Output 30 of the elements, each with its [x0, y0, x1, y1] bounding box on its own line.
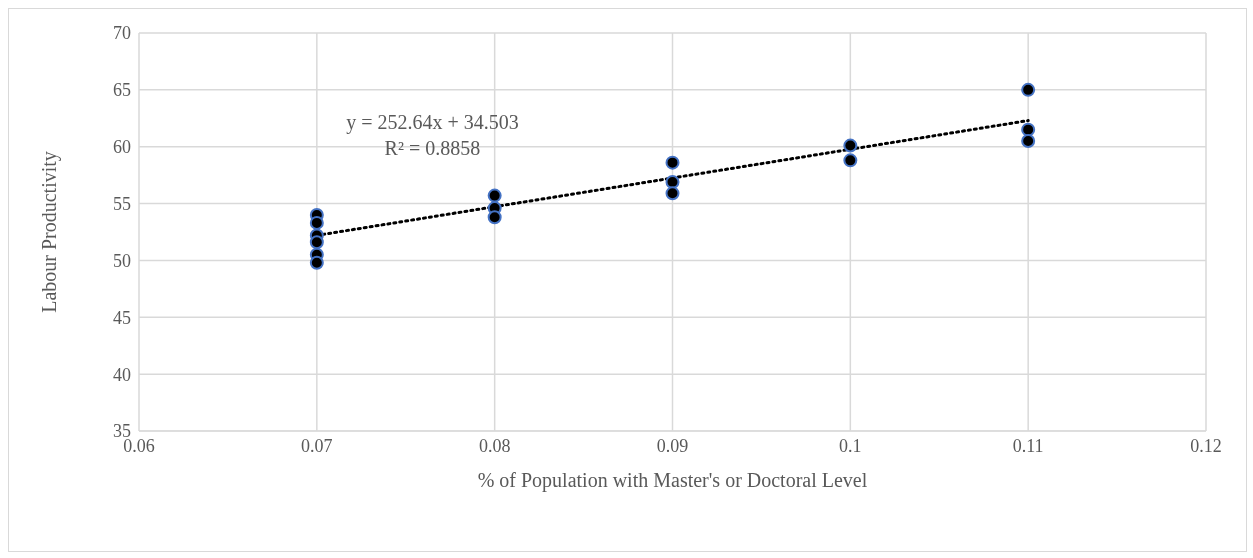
x-tick-label: 0.09	[656, 435, 689, 456]
annotation: y = 252.64x + 34.503	[345, 110, 520, 135]
y-tick-label: 50	[113, 250, 131, 271]
y-tick-label: 45	[113, 307, 131, 328]
x-tick-label: 0.08	[478, 435, 511, 456]
y-tick-label: 65	[113, 80, 131, 101]
point	[309, 235, 324, 250]
point	[1021, 122, 1036, 137]
point	[843, 138, 858, 153]
y-tick-label: 70	[113, 23, 131, 44]
x-tick-label: 0.07	[301, 435, 333, 456]
point	[487, 210, 502, 225]
annotation: R² = 0.8858	[383, 136, 482, 161]
point	[665, 186, 680, 201]
x-tick-label: 0.1	[839, 435, 862, 456]
y-tick-label: 40	[113, 364, 131, 385]
point	[309, 215, 324, 230]
point	[487, 188, 502, 203]
y-tick-label: 60	[113, 137, 131, 158]
point	[843, 153, 858, 168]
point	[665, 174, 680, 189]
x-tick-label: 0.12	[1190, 435, 1222, 456]
y-axis-title: Labour Productivity	[38, 151, 62, 313]
point	[665, 155, 680, 170]
point	[309, 255, 324, 270]
point	[1021, 134, 1036, 149]
x-tick-label: 0.11	[1012, 435, 1044, 456]
point	[1021, 82, 1036, 97]
x-axis-title: % of Population with Master's or Doctoral Level	[477, 469, 868, 492]
y-tick-label: 55	[113, 193, 131, 214]
